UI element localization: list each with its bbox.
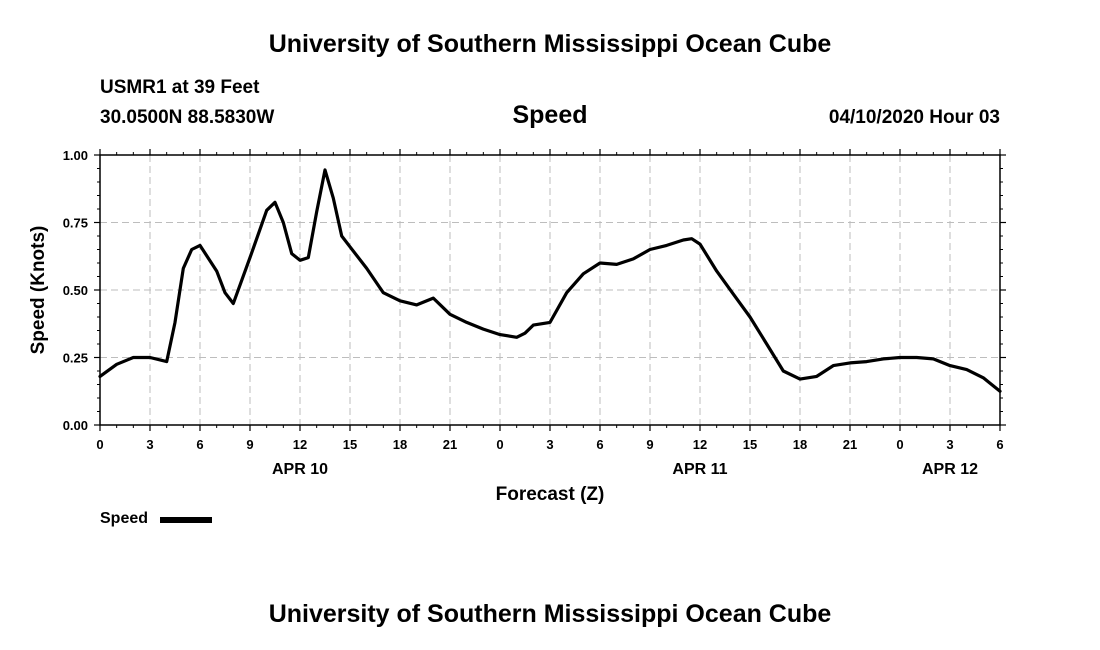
y-tick-label: 0.00 [63, 418, 88, 433]
chart-title: University of Southern Mississippi Ocean… [268, 30, 832, 58]
x-tick-label: 6 [596, 437, 603, 452]
x-tick-label: 21 [843, 437, 857, 452]
footer-title: University of Southern Mississippi Ocean… [268, 600, 832, 628]
y-axis-label: Speed (Knots) [28, 226, 49, 355]
x-tick-label: 15 [743, 437, 757, 452]
x-tick-label: 3 [946, 437, 953, 452]
date-label: APR 12 [922, 461, 978, 478]
x-tick-label: 9 [646, 437, 653, 452]
series-line-speed [98, 168, 1002, 393]
datetime-label: 04/10/2020 Hour 03 [828, 107, 1000, 128]
x-axis-label: Forecast (Z) [496, 484, 605, 505]
axis-ticks: 0.00 0.25 0.50 0.75 1.00 0 3 6 9 12 15 18 21 0 3 6 9 12 15… [63, 148, 1006, 478]
x-tick-label: 0 [496, 437, 503, 452]
x-tick-label: 12 [293, 437, 307, 452]
x-tick-label: 0 [896, 437, 903, 452]
legend-swatch [160, 517, 212, 523]
y-tick-label: 0.50 [63, 283, 88, 298]
x-tick-label: 3 [546, 437, 553, 452]
coordinates-label: 30.0500N 88.5830W [100, 107, 275, 128]
y-tick-label: 0.25 [63, 351, 88, 366]
date-label: APR 10 [272, 461, 328, 478]
date-label: APR 11 [672, 461, 727, 478]
x-tick-label: 3 [146, 437, 153, 452]
x-tick-label: 15 [343, 437, 357, 452]
x-tick-label: 6 [996, 437, 1003, 452]
x-tick-label: 21 [443, 437, 457, 452]
x-tick-label: 9 [246, 437, 253, 452]
variable-title: Speed [512, 101, 588, 129]
x-tick-label: 12 [693, 437, 707, 452]
x-tick-label: 0 [96, 437, 103, 452]
series-layer [98, 168, 1002, 393]
grid-lines [100, 155, 1000, 425]
station-label: USMR1 at 39 Feet [100, 77, 260, 98]
y-tick-label: 0.75 [63, 216, 88, 231]
legend-label: Speed [100, 510, 149, 527]
y-tick-label: 1.00 [63, 148, 88, 163]
x-tick-label: 18 [793, 437, 807, 452]
x-tick-label: 6 [196, 437, 203, 452]
x-tick-label: 18 [393, 437, 407, 452]
